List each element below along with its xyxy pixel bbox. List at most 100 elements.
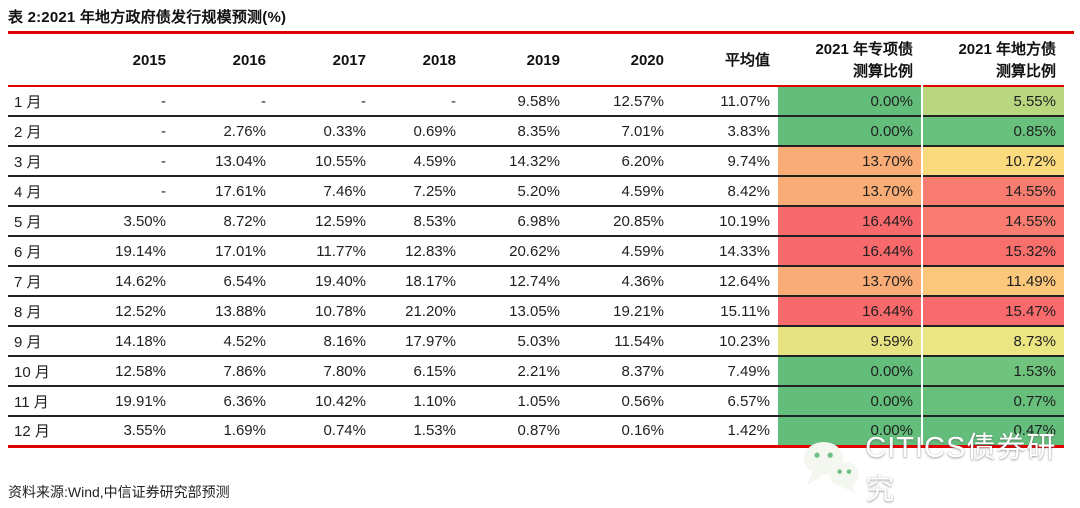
value-cell: - — [451, 92, 456, 110]
special-bond-ratio-cell: 0.00% — [778, 416, 922, 446]
special-bond-ratio-cell: 16.44% — [778, 236, 922, 266]
value-cell: 11.54% — [614, 332, 664, 350]
value-cell: 10.78% — [315, 302, 366, 320]
local-bond-ratio-cell: 0.47% — [921, 416, 1064, 446]
table-row: 3 月 - 13.04% 10.55% 4.59% 14.32% 6.20% 9.74% 13.… — [8, 146, 1064, 176]
forecast-table: 2015 2016 2017 2018 2019 2020 平均值 2021 年… — [8, 36, 1064, 448]
value-cell: 12.58% — [115, 362, 166, 380]
value-cell: 3.50% — [123, 212, 166, 230]
header-year-2015: 2015 — [132, 51, 166, 69]
month-cell: 3 月 — [14, 153, 42, 171]
table-row: 2 月 - 2.76% 0.33% 0.69% 8.35% 7.01% 3.83% 0.00% 0… — [8, 116, 1064, 146]
special-bond-ratio-cell: 13.70% — [778, 266, 922, 296]
value-cell: 8.35% — [517, 122, 560, 140]
value-cell: 7.49% — [727, 362, 770, 380]
header-local-bond-line2: 测算比例 — [995, 62, 1056, 80]
special-bond-ratio-cell: 0.00% — [778, 86, 922, 116]
header-year-2019: 2019 — [526, 51, 560, 69]
value-cell: 21.20% — [405, 302, 456, 320]
value-cell: 6.20% — [621, 152, 664, 170]
value-cell: - — [161, 182, 166, 200]
local-bond-ratio-cell: 8.73% — [921, 326, 1064, 356]
month-cell: 10 月 — [14, 363, 50, 381]
value-cell: 17.01% — [215, 242, 266, 260]
title-divider — [8, 31, 1074, 34]
value-cell: 11.77% — [316, 242, 366, 260]
value-cell: 10.23% — [719, 332, 770, 350]
value-cell: 8.37% — [621, 362, 664, 380]
value-cell: 12.83% — [405, 242, 456, 260]
value-cell: - — [261, 92, 266, 110]
header-special-bond-line1: 2021 年专项债 — [815, 40, 913, 58]
value-cell: 14.33% — [719, 242, 770, 260]
header-year-2017: 2017 — [332, 51, 366, 69]
value-cell: 19.91% — [115, 392, 166, 410]
header-average: 平均值 — [724, 51, 770, 69]
value-cell: 4.59% — [413, 152, 456, 170]
special-bond-ratio-cell: 16.44% — [778, 206, 922, 236]
month-cell: 7 月 — [14, 273, 42, 291]
value-cell: 12.57% — [613, 92, 664, 110]
local-bond-ratio-cell: 11.49% — [921, 266, 1064, 296]
value-cell: 9.58% — [517, 92, 560, 110]
value-cell: 17.97% — [405, 332, 456, 350]
value-cell: 8.53% — [413, 212, 456, 230]
source-note: 资料来源:Wind,中信证券研究部预测 — [8, 484, 230, 500]
header-special-bond-line2: 测算比例 — [852, 62, 913, 80]
header-month-blank — [8, 36, 90, 86]
value-cell: - — [161, 122, 166, 140]
value-cell: 7.25% — [413, 182, 456, 200]
special-bond-ratio-cell: 16.44% — [778, 296, 922, 326]
value-cell: 12.52% — [115, 302, 166, 320]
value-cell: 4.59% — [621, 182, 664, 200]
header-row: 2015 2016 2017 2018 2019 2020 平均值 2021 年… — [8, 36, 1064, 86]
month-cell: 9 月 — [14, 333, 42, 351]
value-cell: 1.10% — [413, 392, 456, 410]
value-cell: 0.33% — [323, 122, 366, 140]
value-cell: 19.14% — [115, 242, 166, 260]
value-cell: 2.76% — [223, 122, 266, 140]
value-cell: 15.11% — [720, 302, 770, 320]
table-row: 11 月 19.91% 6.36% 10.42% 1.10% 1.05% 0.56% 6.57… — [8, 386, 1064, 416]
value-cell: 7.46% — [323, 182, 366, 200]
value-cell: 18.17% — [405, 272, 456, 290]
local-bond-ratio-cell: 14.55% — [921, 206, 1064, 236]
table-row: 9 月 14.18% 4.52% 8.16% 17.97% 5.03% 11.54% 10.2… — [8, 326, 1064, 356]
value-cell: 8.42% — [727, 182, 770, 200]
header-year-2018: 2018 — [422, 51, 456, 69]
value-cell: 10.19% — [719, 212, 770, 230]
value-cell: 1.42% — [727, 422, 770, 440]
table-row: 8 月 12.52% 13.88% 10.78% 21.20% 13.05% 19.21% 1… — [8, 296, 1064, 326]
local-bond-ratio-cell: 5.55% — [921, 86, 1064, 116]
value-cell: 6.15% — [413, 362, 456, 380]
value-cell: 0.87% — [517, 422, 560, 440]
header-year-2016: 2016 — [232, 51, 266, 69]
month-cell: 4 月 — [14, 183, 42, 201]
table-row: 12 月 3.55% 1.69% 0.74% 1.53% 0.87% 0.16% 1.42% 0… — [8, 416, 1064, 446]
value-cell: 14.32% — [509, 152, 560, 170]
value-cell: 20.85% — [613, 212, 664, 230]
header-special-bond-ratio: 2021 年专项债 测算比例 — [778, 36, 922, 86]
table-row: 6 月 19.14% 17.01% 11.77% 12.83% 20.62% 4.59% 14… — [8, 236, 1064, 266]
month-cell: 12 月 — [14, 423, 50, 441]
value-cell: 0.56% — [621, 392, 664, 410]
value-cell: 4.52% — [223, 332, 266, 350]
header-local-bond-line1: 2021 年地方债 — [958, 40, 1056, 58]
local-bond-ratio-cell: 15.32% — [921, 236, 1064, 266]
special-bond-ratio-cell: 0.00% — [778, 356, 922, 386]
value-cell: 5.20% — [517, 182, 560, 200]
local-bond-ratio-cell: 14.55% — [921, 176, 1064, 206]
value-cell: 13.04% — [215, 152, 266, 170]
value-cell: 14.62% — [115, 272, 166, 290]
month-cell: 1 月 — [14, 93, 42, 111]
value-cell: 19.21% — [613, 302, 664, 320]
value-cell: 3.55% — [123, 422, 166, 440]
month-cell: 6 月 — [14, 243, 42, 261]
value-cell: 19.40% — [315, 272, 366, 290]
month-cell: 8 月 — [14, 303, 42, 321]
special-bond-ratio-cell: 13.70% — [778, 176, 922, 206]
watermark-text: CITICS债券研究 — [865, 432, 1057, 506]
value-cell: 12.74% — [509, 272, 560, 290]
value-cell: 1.05% — [517, 392, 560, 410]
